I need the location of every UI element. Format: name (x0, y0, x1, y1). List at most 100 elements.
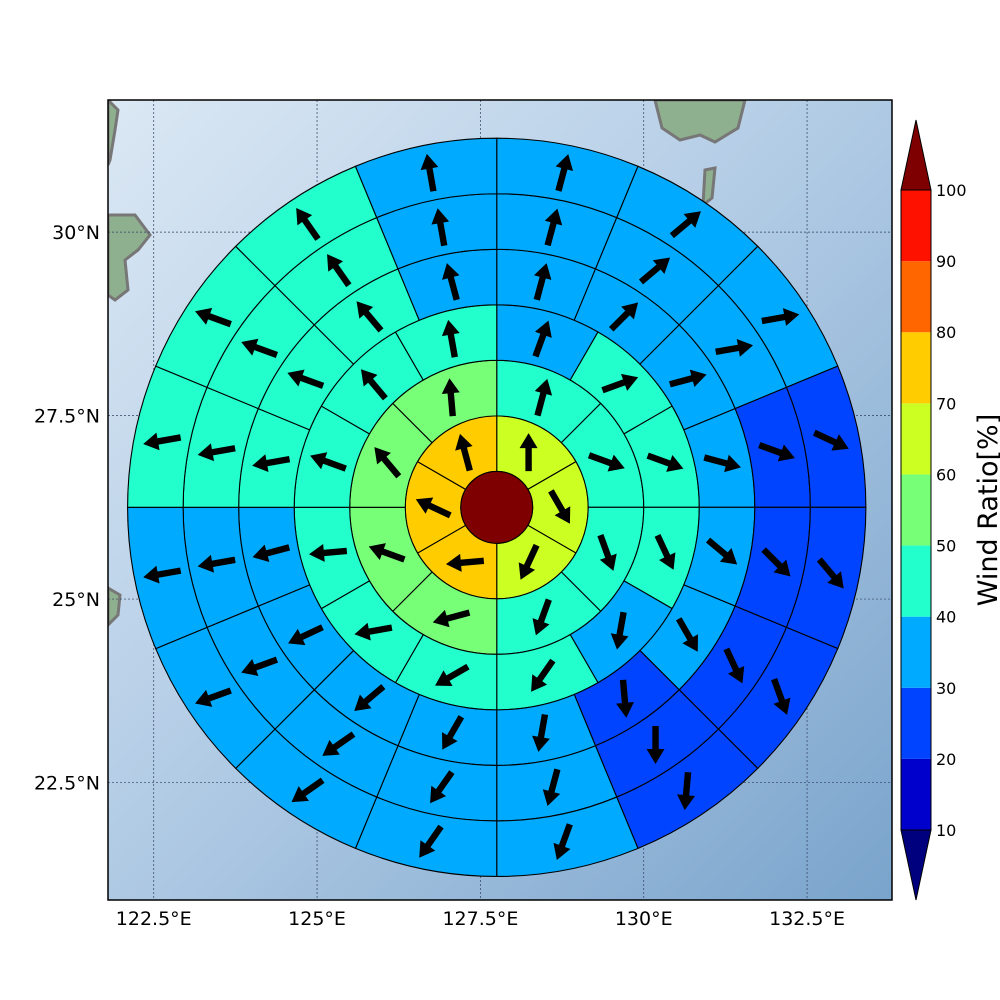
wind-arrow (758, 442, 795, 462)
colorbar-over-arrow (900, 119, 932, 191)
x-axis: 122.5°E 125°E 127.5°E 130°E 132.5°E (116, 908, 845, 930)
wind-arrows (143, 153, 849, 861)
wind-arrow (669, 369, 707, 388)
wind-arrow (534, 378, 553, 417)
colorbar-tick-label: 30 (936, 679, 956, 698)
y-tick-label: 25°N (52, 589, 100, 611)
colorbar-bin (901, 190, 931, 262)
x-tick-label: 127.5°E (442, 908, 518, 930)
y-tick-label: 22.5°N (34, 773, 100, 795)
y-tick-label: 27.5°N (34, 406, 100, 428)
wind-arrow (544, 208, 563, 247)
wind-arrow (435, 663, 470, 686)
wind-arrow (431, 208, 450, 247)
wind-arrow (654, 534, 676, 570)
wind-arrow (616, 679, 634, 718)
colorbar-tick-label: 90 (936, 252, 956, 271)
wind-arrow (356, 301, 384, 333)
wind-arrow (761, 308, 800, 326)
colorbar-bin (901, 332, 931, 404)
wind-arrow (310, 452, 347, 472)
wind-arrow (354, 684, 386, 712)
wind-arrow (445, 553, 485, 572)
wind-arrow (531, 658, 556, 692)
wind-arrow (441, 319, 460, 358)
wind-arrow (723, 647, 745, 684)
wind-arrow (553, 823, 573, 861)
wind-arrow (288, 624, 324, 646)
wind-arrow (415, 497, 452, 519)
wind-arrow (455, 433, 473, 472)
wind-arrow (195, 687, 232, 707)
colorbar-tick-label: 40 (936, 608, 956, 627)
wind-arrow (608, 302, 639, 332)
wind-arrow (430, 770, 455, 804)
land-yakushima (701, 166, 717, 209)
wind-arrow (597, 534, 617, 571)
wind-arrow (705, 537, 738, 565)
map-frame (107, 99, 893, 901)
wind-arrow (143, 432, 182, 451)
wind-arrow (374, 447, 402, 479)
colorbar-bin (901, 616, 931, 688)
colorbar-tick-label: 10 (936, 821, 956, 840)
wind-arrow (241, 338, 279, 359)
wind-arrow (555, 154, 574, 192)
colorbar-tick-label: 60 (936, 465, 956, 484)
wind-arrow (354, 622, 393, 641)
wind-arrow (143, 565, 182, 584)
sector-cell (354, 137, 498, 219)
wind-arrow (420, 153, 439, 192)
colorbar-label: Wind Ratio[%] (973, 414, 1000, 606)
wind-arrow (519, 433, 538, 472)
wind-arrow (646, 452, 684, 472)
wind-arrow (197, 554, 236, 573)
wind-arrow (638, 257, 671, 285)
colorbar-bin (901, 545, 931, 617)
wind-arrow (610, 611, 629, 650)
colorbar-bin (901, 474, 931, 546)
colorbar-tick-label: 20 (936, 750, 956, 769)
wind-arrow (675, 617, 699, 652)
colorbar-tick-label: 80 (936, 323, 956, 342)
colorbar-bin (901, 758, 931, 830)
colorbar-tick-label: 100 (936, 181, 967, 200)
land-taiwan (108, 586, 122, 628)
wind-arrow (291, 777, 325, 803)
wind-arrow (518, 543, 540, 580)
land-china-coast (108, 100, 120, 166)
wind-arrow (195, 307, 232, 328)
wind-arrow (542, 768, 561, 807)
center-disk (460, 470, 534, 544)
colorbar-tick-label: 70 (936, 394, 956, 413)
wind-arrow (771, 678, 791, 715)
wind-arrow (442, 715, 465, 750)
y-axis: 22.5°N 25°N 27.5°N 30°N (34, 222, 100, 794)
wind-arrow (816, 557, 844, 589)
colorbar: 10 20 30 40 50 60 70 80 90 100 (900, 119, 967, 901)
wind-arrow (197, 443, 236, 462)
wind-arrow (322, 731, 356, 756)
wind-arrow (327, 254, 352, 288)
x-tick-label: 132.5°E (769, 908, 845, 930)
wind-arrow (532, 713, 550, 752)
sector-plot (127, 137, 867, 878)
wind-arrow (360, 369, 388, 401)
colorbar-bin (901, 403, 931, 475)
wind-arrow (532, 598, 552, 636)
wind-arrow (252, 454, 291, 472)
land-east-china-islands (108, 213, 152, 302)
wind-arrow (677, 771, 696, 811)
wind-arrow (533, 263, 552, 301)
wind-arrow (241, 656, 279, 676)
x-tick-label: 125°E (288, 908, 346, 930)
wind-arrow (442, 263, 460, 301)
wind-arrow (587, 452, 625, 472)
wind-arrow (761, 547, 791, 577)
wind-arrow (419, 824, 444, 858)
wind-arrow (601, 373, 639, 394)
wind-arrow (287, 369, 325, 389)
wind-arrow (308, 543, 348, 562)
wind-arrow (252, 544, 291, 562)
